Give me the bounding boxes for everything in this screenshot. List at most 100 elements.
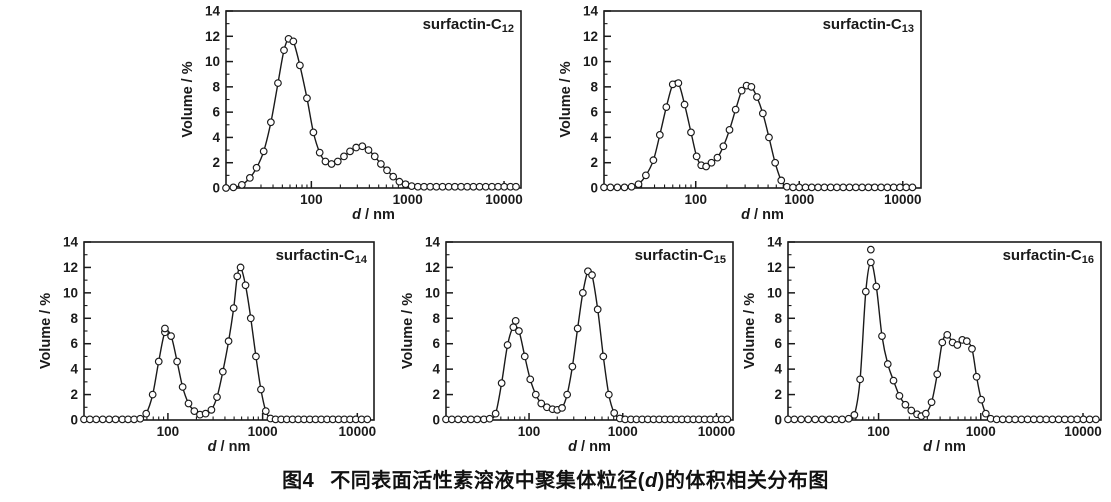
series-line [446, 268, 728, 421]
data-point [642, 171, 650, 180]
data-point [737, 86, 746, 95]
figure-caption: 图4 不同表面活性素溶液中聚集体粒径(d)的体积相关分布图 [0, 464, 1111, 493]
data-point [674, 79, 683, 87]
data-point [280, 46, 288, 55]
data-point [878, 332, 886, 340]
y-tick-label: 12 [205, 29, 220, 44]
data-point [921, 409, 930, 418]
data-point [692, 152, 701, 161]
data-point [801, 183, 810, 192]
data-point [578, 288, 587, 297]
data-point [1036, 415, 1044, 424]
data-point [826, 183, 835, 192]
data-point [201, 409, 210, 418]
data-point [1060, 415, 1069, 424]
axis-box [787, 241, 1102, 421]
y-tick-label: 4 [432, 362, 440, 377]
data-point [520, 352, 529, 361]
y-tick-label: 8 [70, 311, 78, 326]
data-point [303, 94, 311, 103]
chart-title: surfactin-C15 [635, 247, 726, 266]
data-point [804, 415, 813, 424]
y-tick-label: 8 [590, 79, 598, 94]
data-point [870, 183, 879, 192]
data-point [719, 142, 728, 151]
data-point [977, 395, 986, 404]
plot-svg: 100 1000 10000 0 2 4 6 8 10 12 14 surfactin-C12 d / … [180, 4, 523, 224]
data-point [968, 344, 976, 353]
data-point [512, 182, 520, 191]
y-tick-label: 6 [212, 105, 220, 120]
data-point [1079, 415, 1088, 424]
data-point [765, 133, 773, 142]
data-point [92, 415, 101, 424]
data-point [105, 415, 114, 424]
data-point [634, 180, 643, 189]
y-tick-label: 0 [432, 413, 440, 428]
y-tick-label: 14 [205, 4, 221, 19]
y-tick-label: 8 [212, 79, 220, 94]
data-point [902, 183, 911, 192]
data-point [851, 183, 860, 192]
data-point [593, 305, 602, 314]
y-tick-label: 10 [583, 54, 598, 69]
data-point [167, 332, 175, 340]
data-point [148, 390, 157, 399]
data-point [758, 109, 767, 118]
data-point [807, 183, 816, 192]
data-point [818, 415, 826, 424]
data-point [883, 183, 892, 192]
data-point [753, 93, 761, 101]
x-axis-label: d / nm [923, 439, 966, 455]
y-tick-label: 4 [774, 362, 782, 377]
axis-box [225, 10, 522, 189]
data-point [784, 415, 792, 424]
chart-title: surfactin-C13 [823, 16, 914, 35]
data-point [370, 152, 379, 161]
data-point [864, 183, 873, 192]
chart-title: surfactin-C16 [1003, 247, 1094, 266]
data-point [825, 415, 834, 424]
plot-svg: 100 1000 10000 0 2 4 6 8 10 12 14 surfactin-C14 d / … [38, 235, 376, 456]
axis-box [83, 241, 375, 421]
data-point [98, 415, 107, 424]
data-point [1029, 415, 1038, 424]
data-point [1085, 415, 1094, 424]
y-tick-label: 2 [590, 155, 598, 170]
data-point [333, 157, 342, 166]
y-tick-label: 10 [767, 285, 782, 300]
data-point [531, 390, 540, 399]
y-tick-label: 0 [590, 181, 598, 196]
data-point [497, 379, 506, 388]
y-axis-label: Volume / % [742, 293, 758, 369]
data-point [998, 415, 1007, 424]
data-point [707, 158, 716, 167]
data-point [895, 391, 904, 400]
data-point [600, 183, 608, 192]
data-point [723, 415, 732, 424]
data-point [340, 152, 348, 161]
data-point [790, 415, 799, 424]
data-point [680, 100, 689, 109]
y-tick-label: 8 [774, 311, 782, 326]
y-tick-label: 2 [774, 387, 782, 402]
data-point [838, 415, 846, 424]
data-point [222, 184, 230, 192]
data-point [86, 415, 94, 424]
data-point [364, 146, 373, 154]
data-point [599, 352, 608, 361]
data-point [927, 398, 936, 407]
x-tick-label: 100 [867, 424, 890, 439]
data-point-outlier [866, 245, 875, 254]
chart-surfactin-c14: 100 1000 10000 0 2 4 6 8 10 12 14 surfactin-C14 d / … [38, 233, 383, 456]
data-point [467, 415, 475, 424]
data-points [80, 263, 372, 424]
data-point [229, 304, 238, 312]
data-point [573, 324, 582, 333]
caption-label: 图4 [282, 470, 315, 492]
data-point [460, 415, 469, 424]
data-point [845, 183, 854, 192]
data-point [267, 118, 275, 127]
data-point [953, 341, 962, 349]
y-tick-label: 2 [212, 155, 220, 170]
